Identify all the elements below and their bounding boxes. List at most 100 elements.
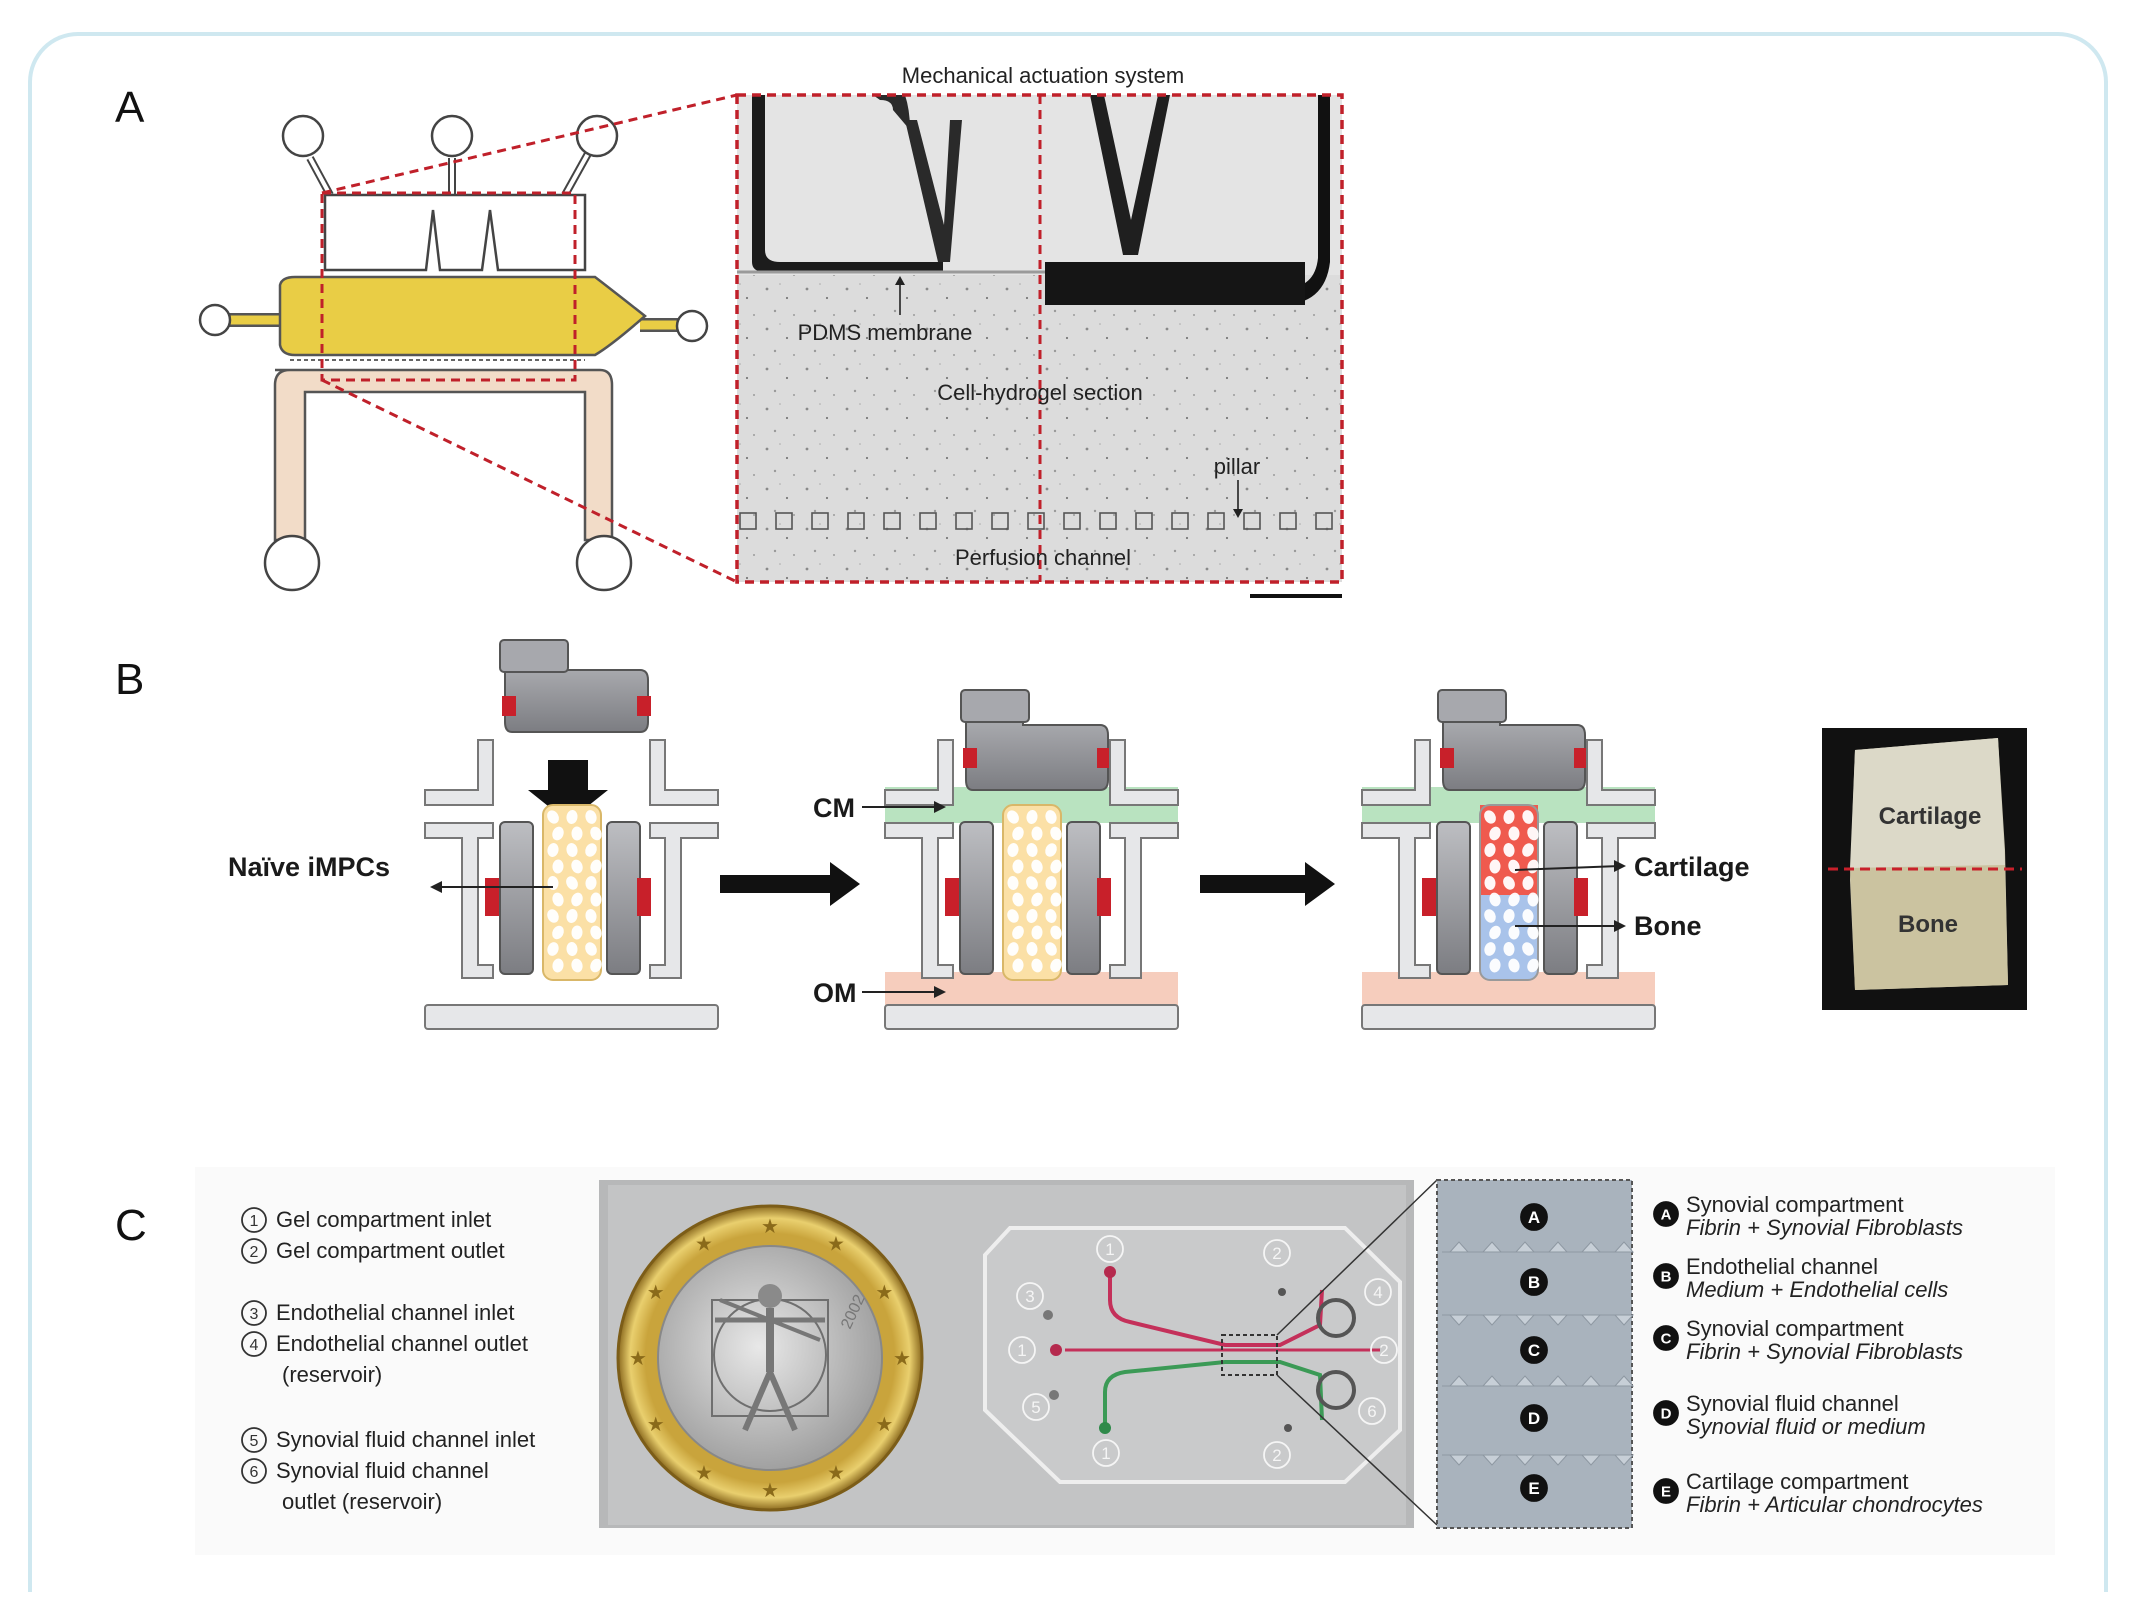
chip-photo: 2002 ★★★★★★★★★★★★ 1 23 41 25 61 2 [599, 1179, 1438, 1528]
cell [1045, 810, 1057, 824]
cell [1026, 909, 1038, 923]
pillar [811, 512, 829, 530]
cell [1527, 826, 1539, 841]
star-icon: ★ [629, 1348, 647, 1370]
pillar [991, 512, 1009, 530]
pillar [1613, 1375, 1635, 1387]
cell [1508, 925, 1520, 940]
legend-marker-D: D [1653, 1400, 1679, 1426]
cell [547, 942, 559, 956]
cell [566, 843, 578, 857]
chip-port-1: 1 [1092, 1439, 1120, 1467]
panel-a-letter: A [115, 83, 145, 132]
cell [566, 876, 578, 890]
process-arrow-2-icon [1200, 862, 1335, 906]
svg-text:1: 1 [1101, 1444, 1110, 1463]
cell [1045, 909, 1057, 923]
zone-legend-title: Cartilage compartment [1686, 1469, 1909, 1494]
cell [1012, 958, 1024, 973]
pillar [1580, 1314, 1602, 1326]
svg-text:1: 1 [1105, 1240, 1114, 1259]
svg-text:2: 2 [1379, 1341, 1388, 1360]
cell [1527, 892, 1539, 907]
pillar [1613, 1241, 1635, 1253]
cell [1489, 859, 1501, 874]
pillar [1580, 1241, 1602, 1253]
panel-c-letter: C [115, 1201, 147, 1250]
cell [1503, 876, 1515, 890]
legend-marker-B: B [1653, 1263, 1679, 1289]
port-legend: 1 Gel compartment inlet 2 Gel compartment o… [241, 1207, 535, 1514]
chip-port-numbers: 1 2 3 4 1 2 5 6 1 2 [1008, 1235, 1398, 1469]
panel-a: A [115, 63, 1344, 598]
pillar [1580, 1454, 1602, 1466]
svg-text:5: 5 [1031, 1398, 1040, 1417]
pillar [1481, 1375, 1503, 1387]
pillar [1613, 1314, 1635, 1326]
cell [590, 892, 602, 907]
svg-text:6: 6 [250, 1464, 259, 1481]
cell [552, 892, 564, 907]
svg-text:2: 2 [250, 1244, 259, 1261]
pillar [1207, 512, 1225, 530]
cell [1012, 859, 1024, 874]
star-icon: ★ [647, 1414, 665, 1436]
cell [552, 826, 564, 841]
port-legend-text: outlet (reservoir) [282, 1489, 442, 1514]
chip-port-6: 6 [1358, 1397, 1386, 1425]
svg-text:2: 2 [1272, 1446, 1281, 1465]
pillar [1027, 512, 1045, 530]
pillar [1481, 1241, 1503, 1253]
legend-marker-A: A [1653, 1201, 1679, 1227]
label-bone-arrow: Bone [1634, 911, 1702, 941]
port-legend-text: Gel compartment inlet [276, 1207, 491, 1232]
perfusion-channel [273, 368, 614, 542]
cell [585, 876, 597, 890]
star-icon: ★ [875, 1414, 893, 1436]
port-number-4: 4 [241, 1331, 267, 1357]
cell [1007, 942, 1019, 956]
chip-port-1: 1 [1096, 1235, 1124, 1263]
right-port-icon [675, 309, 709, 343]
label-cm: CM [813, 793, 855, 823]
pillar [1514, 1454, 1536, 1466]
svg-text:4: 4 [1373, 1283, 1382, 1302]
cell [1031, 925, 1043, 940]
zone-marker-B: B [1520, 1268, 1548, 1296]
zoom-region-box [320, 191, 577, 382]
cell [552, 925, 564, 940]
svg-text:4: 4 [250, 1337, 259, 1354]
cell [1527, 958, 1539, 973]
pillar [739, 512, 757, 530]
pillar [775, 512, 793, 530]
svg-text:3: 3 [1025, 1287, 1034, 1306]
pillar [1171, 512, 1189, 530]
label-perfusion-channel: Perfusion channel [955, 545, 1131, 570]
cell [1007, 843, 1019, 857]
svg-text:6: 6 [1367, 1402, 1376, 1421]
cell [1050, 892, 1062, 907]
cell [571, 958, 583, 973]
star-icon: ★ [695, 1462, 713, 1484]
cell [552, 859, 564, 874]
tissue-photo: Cartilage Bone [1822, 728, 2027, 1010]
cell [1522, 942, 1534, 956]
svg-text:2: 2 [1272, 1244, 1281, 1263]
cell [547, 810, 559, 824]
cell [1045, 942, 1057, 956]
cell [1031, 958, 1043, 973]
cell [590, 859, 602, 874]
star-icon: ★ [893, 1348, 911, 1370]
top-port-1-icon [281, 114, 325, 158]
pillar [1547, 1454, 1569, 1466]
port-legend-text: Gel compartment outlet [276, 1238, 505, 1263]
pillar [919, 512, 937, 530]
pillar [1514, 1375, 1536, 1387]
cell [1484, 942, 1496, 956]
cell [1484, 909, 1496, 923]
label-pillar: pillar [1214, 454, 1260, 479]
zone-legend-title: Synovial fluid channel [1686, 1391, 1899, 1416]
svg-text:1: 1 [1017, 1341, 1026, 1360]
svg-text:D: D [1528, 1409, 1540, 1428]
zone-legend-subtitle: Fibrin + Articular chondrocytes [1686, 1492, 1983, 1517]
